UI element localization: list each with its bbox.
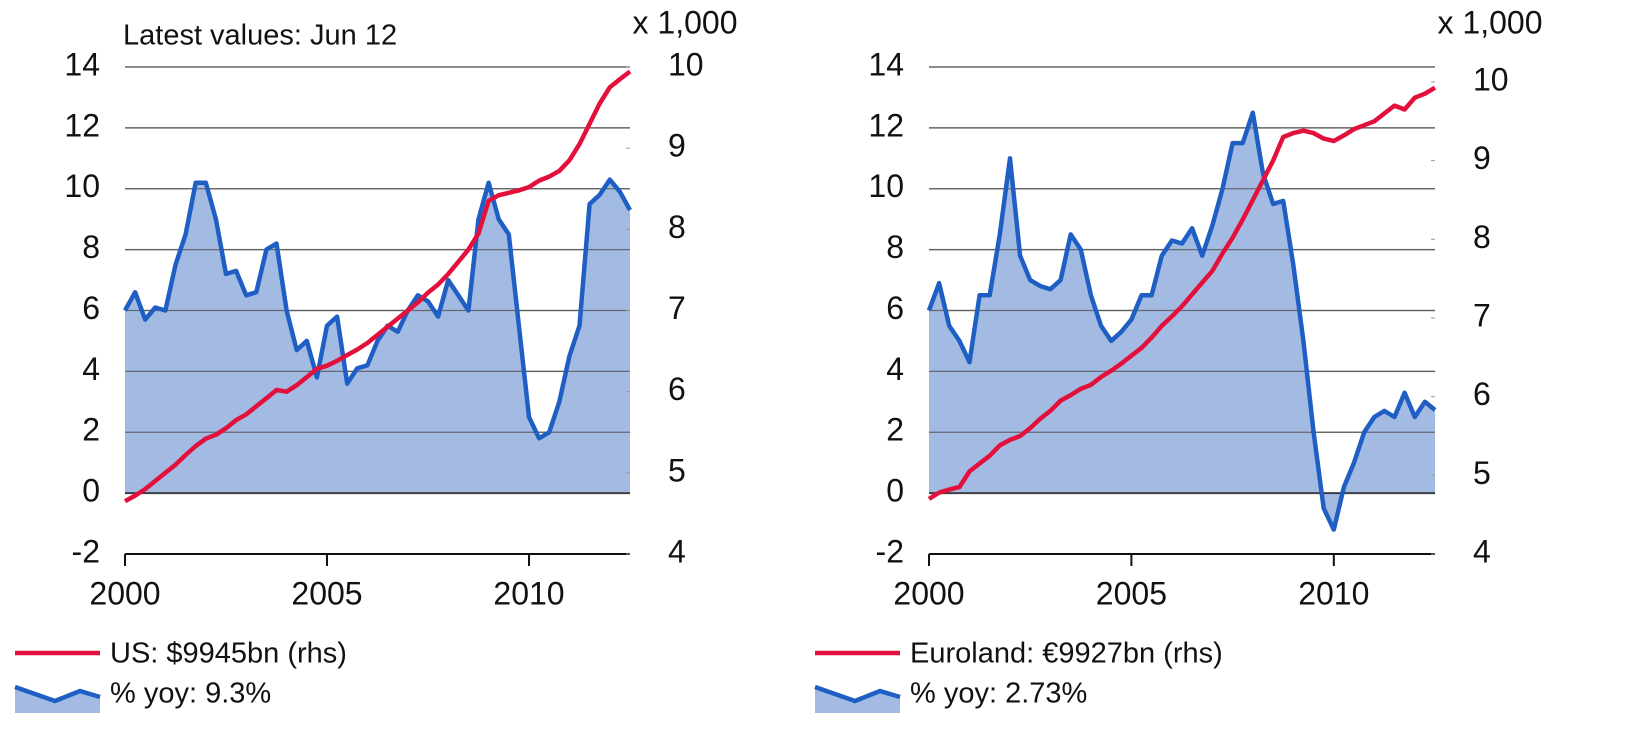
y-tick-label: 4 <box>82 351 100 387</box>
x-tick-label: 2005 <box>1096 575 1167 611</box>
y2-tick-label: 4 <box>668 533 686 569</box>
y-tick-label: 8 <box>82 229 100 265</box>
x-tick-label: 2005 <box>291 575 362 611</box>
panel: -2 0 2 4 6 8 10 12 14 4 5 6 7 8 9 10 2000 2005 2010 x 1,000… <box>814 4 1543 713</box>
y-tick-label: 14 <box>868 46 904 82</box>
y2-tick-label: 4 <box>1473 533 1491 569</box>
y2-tick-label: 8 <box>668 209 686 245</box>
line <box>927 85 1437 501</box>
y2-tick-label: 5 <box>1473 455 1491 491</box>
area-line <box>123 177 632 441</box>
y2-tick-label: 5 <box>668 452 686 488</box>
x-tick-label: 2000 <box>89 575 160 611</box>
legend-label: US: $9945bn (rhs) <box>110 638 347 670</box>
area-line <box>926 110 1437 532</box>
chart-title: Latest values: Jun 12 <box>123 20 397 52</box>
panel: -2 0 2 4 6 8 10 12 14 4 5 6 7 8 9 10 2000 2005 2010 Latest … <box>14 4 738 713</box>
y2-tick-label: 10 <box>1473 61 1509 97</box>
legend-swatch-line <box>814 684 901 704</box>
y2-tick-label: 6 <box>1473 376 1491 412</box>
x-tick-label: 2010 <box>493 575 564 611</box>
y-tick-label: 0 <box>886 473 904 509</box>
y-tick-label: 14 <box>64 46 100 82</box>
x-tick-label: 2010 <box>1298 575 1369 611</box>
y-tick-label: 10 <box>868 168 904 204</box>
y2-axis-label: x 1,000 <box>1438 4 1543 40</box>
y2-tick-label: 7 <box>668 290 686 326</box>
y-tick-label: 8 <box>886 229 904 265</box>
y-tick-label: 6 <box>82 290 100 326</box>
legend-label: Euroland: €9927bn (rhs) <box>910 638 1223 670</box>
y-tick-label: 10 <box>64 168 100 204</box>
y-tick-label: -2 <box>876 533 904 569</box>
y2-tick-label: 8 <box>1473 219 1491 255</box>
y2-tick-label: 10 <box>668 46 704 82</box>
y2-tick-label: 9 <box>668 128 686 164</box>
legend-label: % yoy: 9.3% <box>110 678 271 710</box>
y-tick-label: 2 <box>886 412 904 448</box>
y-tick-label: 12 <box>64 107 100 143</box>
y2-tick-label: 6 <box>668 371 686 407</box>
y-tick-label: 4 <box>886 351 904 387</box>
line <box>123 69 632 504</box>
legend-swatch-line <box>14 684 101 704</box>
y-tick-label: -2 <box>72 533 100 569</box>
y2-axis-label: x 1,000 <box>633 4 738 40</box>
legend-label: % yoy: 2.73% <box>910 678 1087 710</box>
y-tick-label: 6 <box>886 290 904 326</box>
y-tick-label: 0 <box>82 473 100 509</box>
y-tick-label: 2 <box>82 412 100 448</box>
area-fill <box>125 179 630 494</box>
x-tick-label: 2000 <box>893 575 964 611</box>
y2-tick-label: 9 <box>1473 140 1491 176</box>
area-fill <box>929 112 1435 530</box>
y-tick-label: 12 <box>868 107 904 143</box>
y2-tick-label: 7 <box>1473 297 1491 333</box>
